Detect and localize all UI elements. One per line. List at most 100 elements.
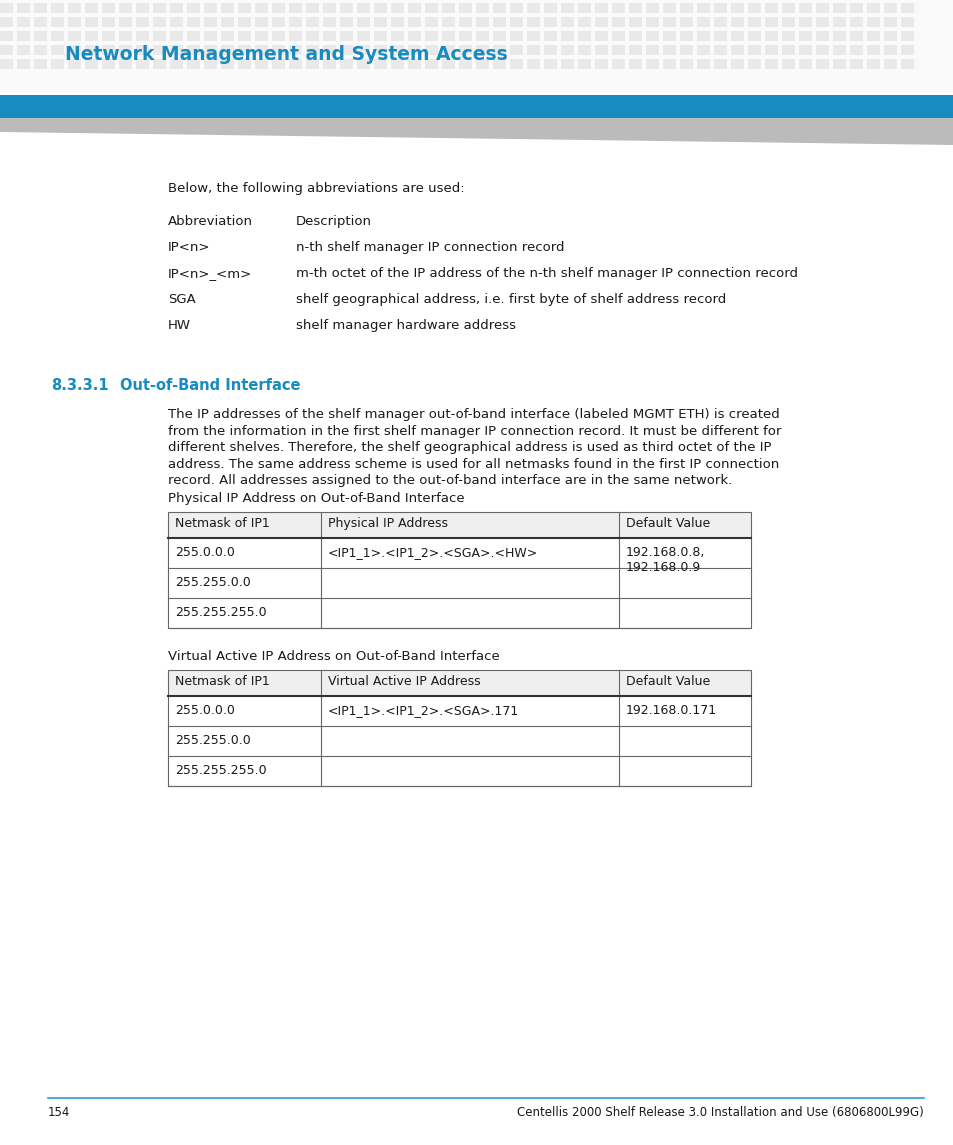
Bar: [221, 45, 233, 55]
Bar: [697, 3, 709, 13]
Bar: [612, 17, 624, 27]
Text: shelf geographical address, i.e. first byte of shelf address record: shelf geographical address, i.e. first b…: [295, 293, 725, 306]
Bar: [662, 60, 676, 69]
Bar: [51, 17, 64, 27]
Bar: [713, 45, 726, 55]
Text: shelf manager hardware address: shelf manager hardware address: [295, 319, 516, 332]
Bar: [849, 31, 862, 41]
Bar: [102, 45, 115, 55]
Bar: [476, 17, 489, 27]
Bar: [476, 3, 489, 13]
Bar: [832, 31, 845, 41]
Bar: [458, 45, 472, 55]
Bar: [578, 60, 590, 69]
Bar: [272, 3, 285, 13]
Bar: [560, 31, 574, 41]
Bar: [493, 45, 505, 55]
Bar: [102, 17, 115, 27]
Bar: [68, 60, 81, 69]
Bar: [424, 17, 437, 27]
Text: Physical IP Address on Out-of-Band Interface: Physical IP Address on Out-of-Band Inter…: [168, 492, 464, 505]
Bar: [458, 3, 472, 13]
Bar: [849, 60, 862, 69]
Text: Default Value: Default Value: [625, 518, 709, 530]
Bar: [391, 17, 403, 27]
Bar: [34, 60, 47, 69]
Bar: [68, 45, 81, 55]
Bar: [493, 17, 505, 27]
Bar: [713, 17, 726, 27]
Bar: [408, 17, 420, 27]
Bar: [323, 31, 335, 41]
Bar: [900, 3, 913, 13]
Bar: [612, 31, 624, 41]
Bar: [781, 31, 794, 41]
Bar: [781, 17, 794, 27]
Bar: [391, 31, 403, 41]
Bar: [323, 3, 335, 13]
Bar: [136, 17, 149, 27]
Bar: [34, 31, 47, 41]
Bar: [578, 3, 590, 13]
Bar: [526, 60, 539, 69]
Bar: [441, 45, 455, 55]
Bar: [628, 31, 641, 41]
Bar: [204, 45, 216, 55]
Bar: [543, 31, 557, 41]
Text: Abbreviation: Abbreviation: [168, 215, 253, 228]
Bar: [628, 3, 641, 13]
Bar: [68, 31, 81, 41]
Bar: [306, 31, 318, 41]
Bar: [254, 60, 268, 69]
Text: 255.255.0.0: 255.255.0.0: [174, 576, 251, 589]
Bar: [34, 3, 47, 13]
Text: m-th octet of the IP address of the n-th shelf manager IP connection record: m-th octet of the IP address of the n-th…: [295, 267, 797, 281]
Bar: [424, 3, 437, 13]
Text: The IP addresses of the shelf manager out-of-band interface (labeled MGMT ETH) i: The IP addresses of the shelf manager ou…: [168, 408, 779, 421]
Bar: [781, 45, 794, 55]
Bar: [0, 45, 13, 55]
Bar: [543, 17, 557, 27]
Bar: [883, 45, 896, 55]
Bar: [730, 45, 743, 55]
Text: record. All addresses assigned to the out-of-band interface are in the same netw: record. All addresses assigned to the ou…: [168, 474, 732, 487]
Bar: [526, 3, 539, 13]
Bar: [730, 17, 743, 27]
Bar: [476, 45, 489, 55]
Bar: [645, 3, 659, 13]
Bar: [119, 60, 132, 69]
Bar: [237, 17, 251, 27]
Bar: [832, 17, 845, 27]
Bar: [493, 3, 505, 13]
Bar: [187, 45, 200, 55]
Bar: [272, 31, 285, 41]
Bar: [408, 45, 420, 55]
Bar: [799, 31, 811, 41]
Bar: [645, 31, 659, 41]
Text: Physical IP Address: Physical IP Address: [328, 518, 448, 530]
Bar: [119, 17, 132, 27]
Bar: [883, 3, 896, 13]
Bar: [560, 3, 574, 13]
Bar: [356, 3, 370, 13]
Bar: [764, 60, 778, 69]
Bar: [815, 17, 828, 27]
Bar: [51, 45, 64, 55]
Bar: [356, 17, 370, 27]
Bar: [339, 45, 353, 55]
Bar: [51, 31, 64, 41]
Bar: [662, 31, 676, 41]
Bar: [764, 3, 778, 13]
Bar: [34, 17, 47, 27]
Bar: [170, 31, 183, 41]
Bar: [883, 17, 896, 27]
Bar: [799, 17, 811, 27]
Bar: [17, 3, 30, 13]
Bar: [476, 31, 489, 41]
Text: Centellis 2000 Shelf Release 3.0 Installation and Use (6806800L99G): Centellis 2000 Shelf Release 3.0 Install…: [517, 1106, 923, 1119]
Text: HW: HW: [168, 319, 191, 332]
Bar: [272, 17, 285, 27]
Text: Netmask of IP1: Netmask of IP1: [174, 518, 270, 530]
Bar: [85, 60, 98, 69]
Bar: [560, 45, 574, 55]
